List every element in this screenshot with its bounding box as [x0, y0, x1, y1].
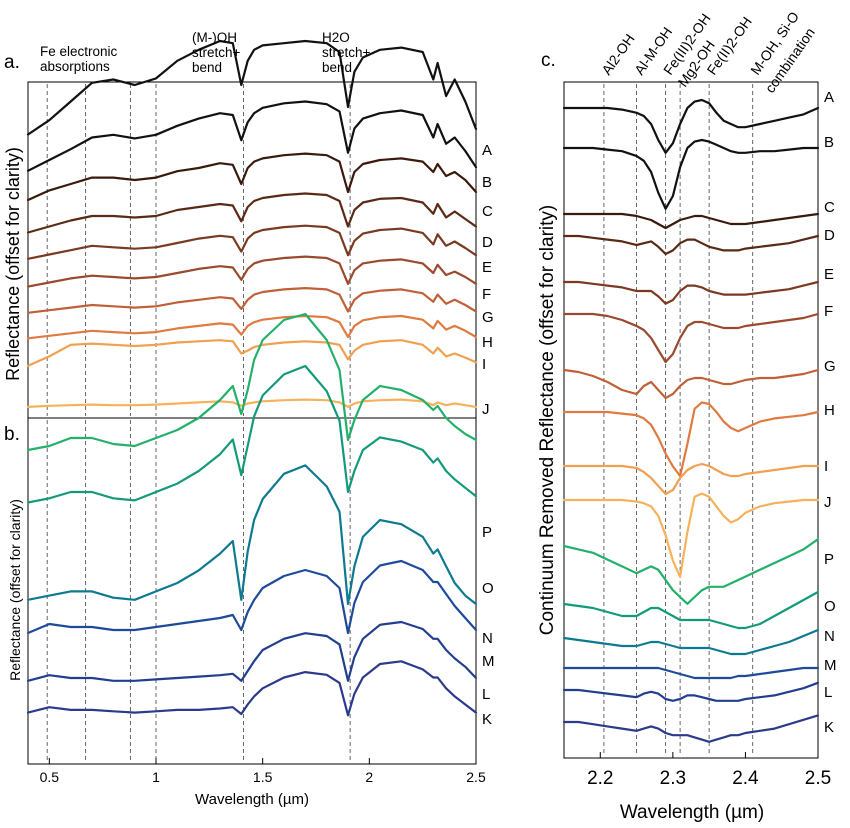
- panel-a-annotation-2-line-1: stretch+: [322, 45, 371, 60]
- a-series-line-E: [26, 224, 478, 260]
- c-series-line-B: [562, 138, 820, 210]
- c-series-line-D: [562, 234, 820, 256]
- a-series-label-I: I: [482, 356, 486, 373]
- c-series-line-J: [562, 492, 820, 578]
- c-series-label-L: L: [824, 684, 832, 701]
- panel-c-letter: c.: [541, 50, 556, 71]
- b-x-tick-label-3: 2: [365, 769, 373, 785]
- c-series-label-A: A: [824, 89, 834, 106]
- a-series-label-E: E: [482, 259, 492, 276]
- c-series-line-L: [562, 681, 820, 702]
- panel-a-annotation-1-line-0: (M-)OH: [192, 30, 237, 45]
- c-x-tick-label-3: 2.5: [805, 768, 831, 789]
- c-series-line-O: [562, 590, 820, 630]
- c-series-line-C: [562, 212, 820, 230]
- c-series-label-C: C: [824, 199, 835, 216]
- c-series-label-B: B: [824, 134, 834, 151]
- c-series-label-N: N: [824, 628, 835, 645]
- b-series-label-N: N: [482, 630, 493, 647]
- c-series-line-M: [562, 666, 820, 680]
- c-x-tick-label-0: 2.2: [587, 768, 613, 789]
- panel-c-frame: [563, 81, 819, 759]
- a-series-line-D: [26, 192, 478, 234]
- c-series-label-D: D: [824, 227, 835, 244]
- c-series-label-K: K: [824, 719, 834, 736]
- b-series-label-K: K: [482, 711, 492, 728]
- b-series-line-K: [26, 660, 478, 717]
- c-series-label-O: O: [824, 598, 836, 615]
- c-series-line-P: [562, 538, 820, 605]
- a-series-label-A: A: [482, 142, 492, 159]
- a-series-label-H: H: [482, 334, 493, 351]
- c-x-tick-label-2: 2.4: [732, 768, 759, 789]
- c-x-tick-label-1: 2.3: [660, 768, 686, 789]
- c-series-line-N: [562, 628, 820, 656]
- b-x-tick-label-2: 1.5: [253, 769, 273, 785]
- panel-a-annotation-2: H2O stretch+ bend: [322, 30, 371, 75]
- panel-a-annotation-2-line-0: H2O: [322, 30, 350, 45]
- a-series-line-B: [26, 100, 478, 172]
- a-series-line-I: [26, 339, 478, 367]
- a-series-label-B: B: [482, 174, 492, 191]
- b-x-tick-label-0: 0.5: [40, 769, 60, 785]
- c-series-label-G: G: [824, 358, 836, 375]
- a-series-line-H: [26, 314, 478, 340]
- b-series-line-L: [26, 620, 478, 682]
- b-series-line-O: [26, 364, 478, 504]
- c-series-label-F: F: [824, 303, 833, 320]
- panel-a-annotation-0: Fe electronic absorptions: [40, 44, 118, 74]
- panel-b-letter: b.: [4, 424, 20, 445]
- a-series-label-F: F: [482, 286, 491, 303]
- panel-a-annotation-0-line-1: absorptions: [40, 59, 110, 74]
- b-series-label-L: L: [482, 686, 490, 703]
- b-series-label-P: P: [482, 524, 492, 541]
- c-series-line-A: [562, 98, 820, 154]
- c-series-label-I: I: [824, 458, 828, 475]
- c-series-label-J: J: [824, 494, 832, 511]
- a-series-line-A: [26, 39, 478, 136]
- b-series-label-O: O: [482, 580, 494, 597]
- panel-a-annotation-2-line-2: bend: [322, 60, 352, 75]
- panel-a-annotation-1-line-1: stretch+: [192, 45, 241, 60]
- a-series-line-F: [26, 255, 478, 288]
- b-x-tick-label-4: 2.5: [466, 769, 486, 785]
- c-series-label-E: E: [824, 266, 834, 283]
- a-series-line-C: [26, 152, 478, 202]
- panel-b-x-axis-title: Wavelength (µm): [195, 791, 309, 808]
- panel-a-annotation-1-line-2: bend: [192, 60, 222, 75]
- c-series-label-H: H: [824, 402, 835, 419]
- b-x-tick-label-1: 1: [152, 769, 160, 785]
- b-series-label-M: M: [482, 653, 495, 670]
- b-series-line-M: [26, 559, 478, 635]
- panel-a-annotation-1: (M-)OH stretch+ bend: [192, 30, 241, 75]
- c-series-line-H: [562, 401, 820, 478]
- b-series-line-N: [26, 464, 478, 606]
- a-series-label-G: G: [482, 309, 494, 326]
- a-series-label-D: D: [482, 234, 493, 251]
- panel-c-top-label-0: Al2-OH: [598, 31, 637, 78]
- a-series-label-C: C: [482, 203, 493, 220]
- panel-a-letter: a.: [4, 52, 20, 73]
- a-series-label-J: J: [482, 401, 490, 418]
- panel-a-annotation-0-line-0: Fe electronic: [40, 44, 118, 59]
- panel-c-y-axis-title: Continuum Removed Reflectance (offset fo…: [537, 205, 558, 636]
- b-series-line-P: [26, 312, 478, 452]
- panel-b-y-axis-title: Reflectance (offset for clarity): [7, 499, 23, 681]
- a-series-line-J: [26, 398, 478, 408]
- a-series-line-G: [26, 287, 478, 314]
- c-series-line-G: [562, 368, 820, 400]
- c-series-line-E: [562, 280, 820, 305]
- panel-a-y-axis-title: Reflectance (offset for clarity): [3, 147, 23, 381]
- c-series-label-P: P: [824, 551, 834, 568]
- c-series-line-I: [562, 462, 820, 496]
- c-series-line-K: [562, 714, 820, 743]
- c-series-label-M: M: [824, 657, 837, 674]
- panel-c-x-axis-title: Wavelength (µm): [620, 802, 764, 823]
- c-series-line-F: [562, 312, 820, 364]
- panel-b-frame: [27, 417, 477, 765]
